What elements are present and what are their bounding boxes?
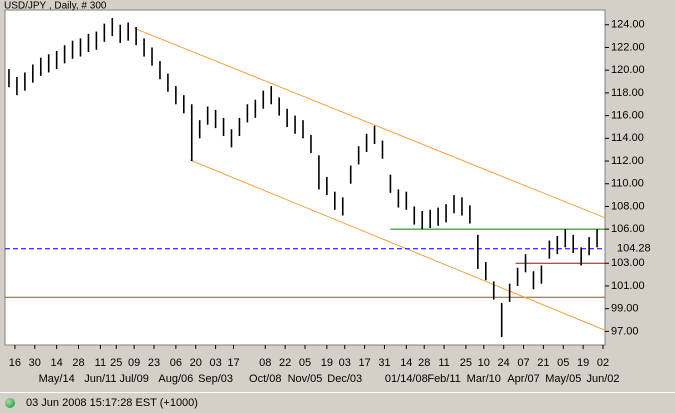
y-tick-label: 116.00 bbox=[611, 110, 644, 122]
x-tick-label: 09 bbox=[128, 357, 140, 369]
trend-line bbox=[133, 27, 606, 219]
x-tick-label: 14 bbox=[400, 357, 412, 369]
x-tick-label: 07 bbox=[517, 357, 529, 369]
x-tick-label: 16 bbox=[9, 357, 21, 369]
y-tick-label: 118.00 bbox=[611, 87, 644, 99]
status-bar: 03 Jun 2008 15:17:28 EST (+1000) bbox=[0, 392, 675, 413]
x-tick-label: 23 bbox=[148, 357, 160, 369]
x-major-label: Jul/09 bbox=[119, 373, 148, 385]
x-tick-label: 17 bbox=[358, 357, 370, 369]
trend-line bbox=[189, 159, 606, 331]
x-major-label: May/14 bbox=[39, 373, 75, 385]
x-major-label: Feb/11 bbox=[427, 373, 460, 385]
x-major-label: Nov/05 bbox=[288, 373, 323, 385]
x-tick-label: 19 bbox=[321, 357, 333, 369]
y-tick-label: 97.00 bbox=[611, 325, 639, 337]
x-tick-label: 20 bbox=[190, 357, 202, 369]
x-major-label: Oct/08 bbox=[249, 373, 281, 385]
x-tick-label: 05 bbox=[557, 357, 569, 369]
y-tick-label: 124.00 bbox=[611, 19, 645, 31]
x-tick-label: 14 bbox=[51, 357, 63, 369]
x-tick-label: 28 bbox=[418, 357, 430, 369]
x-major-label: 01/14/08 bbox=[385, 373, 428, 385]
x-tick-label: 08 bbox=[259, 357, 271, 369]
x-tick-label: 30 bbox=[29, 357, 41, 369]
chart-title: USD/JPY , Daily, # 300 bbox=[4, 1, 107, 12]
x-tick-label: 17 bbox=[227, 357, 239, 369]
x-major-label: Aug/06 bbox=[158, 373, 193, 385]
y-tick-label: 112.00 bbox=[611, 155, 644, 167]
last-price-label: 104.28 bbox=[617, 243, 651, 255]
x-tick-label: 02 bbox=[597, 357, 609, 369]
x-major-label: Mar/10 bbox=[467, 373, 501, 385]
plot-area bbox=[4, 9, 606, 346]
y-tick-label: 114.00 bbox=[611, 132, 644, 144]
chart: USD/JPY , Daily, # 300 124.00 122.00 120.0… bbox=[4, 1, 651, 385]
y-tick-label: 110.00 bbox=[611, 178, 644, 190]
status-text: 03 Jun 2008 15:17:28 EST (+1000) bbox=[26, 397, 198, 409]
x-tick-label: 22 bbox=[279, 357, 291, 369]
x-tick-label: 28 bbox=[72, 357, 84, 369]
y-tick-label: 108.00 bbox=[611, 200, 645, 212]
y-tick-label: 99.00 bbox=[611, 303, 639, 315]
x-tick-label: 11 bbox=[438, 357, 449, 369]
x-major-label: Apr/07 bbox=[507, 373, 539, 385]
x-tick-label: 11 bbox=[95, 357, 106, 369]
x-tick-label: 03 bbox=[339, 357, 351, 369]
x-tick-label: 05 bbox=[299, 357, 311, 369]
x-major-label: Sep/03 bbox=[198, 373, 233, 385]
x-tick-label: 31 bbox=[378, 357, 390, 369]
y-tick-label: 106.00 bbox=[611, 223, 645, 235]
x-major-label: Dec/03 bbox=[327, 373, 362, 385]
y-tick-label: 120.00 bbox=[611, 64, 645, 76]
x-tick-label: 03 bbox=[209, 357, 221, 369]
x-tick-label: 06 bbox=[170, 357, 182, 369]
x-tick-label: 21 bbox=[537, 357, 549, 369]
x-tick-label: 25 bbox=[110, 357, 122, 369]
x-major-label: Jun/11 bbox=[84, 373, 116, 385]
y-tick-label: 101.00 bbox=[611, 280, 645, 292]
x-major-label: Jun/02 bbox=[586, 373, 619, 385]
x-major-label: May/05 bbox=[545, 373, 581, 385]
y-tick-label: 122.00 bbox=[611, 41, 645, 53]
x-tick-label: 19 bbox=[577, 357, 589, 369]
x-tick-label: 24 bbox=[498, 357, 510, 369]
status-icon bbox=[5, 398, 15, 408]
y-tick-label: 103.00 bbox=[611, 257, 645, 269]
x-tick-label: 25 bbox=[460, 357, 472, 369]
x-tick-label: 10 bbox=[478, 357, 490, 369]
